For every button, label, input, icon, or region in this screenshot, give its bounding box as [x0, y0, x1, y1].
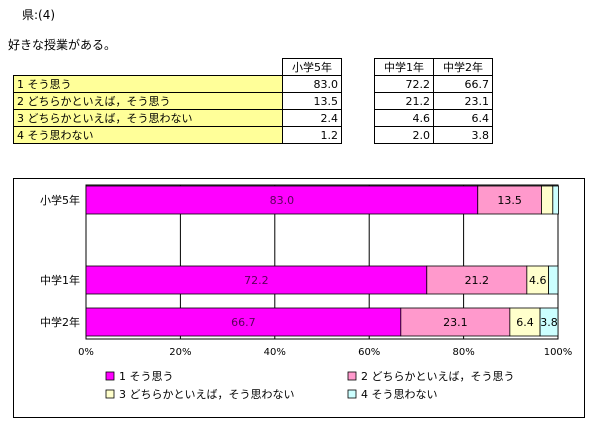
- x-tick-label: 100%: [544, 347, 573, 358]
- row-label: 4 そう思わない: [13, 126, 283, 144]
- data-label: 72.2: [244, 274, 269, 287]
- survey-question: 好きな授業がある。: [8, 38, 117, 52]
- legend-swatch: [347, 389, 357, 399]
- category-label: 中学2年: [40, 315, 80, 329]
- data-label: 4.6: [529, 274, 547, 287]
- bar-segment: [539, 307, 559, 337]
- data-label: 21.2: [465, 274, 490, 287]
- table-cell: 2.0: [374, 126, 434, 144]
- table-cell: 4.6: [374, 109, 434, 127]
- legend-label: 1 そう思う: [119, 370, 174, 383]
- table-cell: 83.0: [282, 75, 342, 93]
- row-label: 3 どちらかといえば，そう思わない: [13, 109, 283, 127]
- row-label: 1 そう思う: [13, 75, 283, 93]
- table-cell: 2.4: [282, 109, 342, 127]
- table-cell: 72.2: [374, 75, 434, 93]
- legend-swatch: [347, 371, 357, 381]
- data-table: 小学5年 中学1年 中学2年 1 そう思う 83.0 72.2 66.7 2 ど…: [13, 58, 493, 144]
- data-label: 6.4: [516, 316, 534, 329]
- table-header-row: 小学5年 中学1年 中学2年: [13, 58, 493, 76]
- data-label: 83.0: [270, 194, 295, 207]
- data-label: 23.1: [443, 316, 468, 329]
- x-tick-label: 20%: [169, 347, 191, 358]
- legend-label: 3 どちらかといえば，そう思わない: [119, 388, 295, 401]
- x-tick-label: 0%: [78, 347, 94, 358]
- category-label: 小学5年: [40, 193, 80, 207]
- bar-segment: [85, 307, 402, 337]
- table-corner: [13, 58, 283, 76]
- table-cell: 13.5: [282, 92, 342, 110]
- category-label: 中学1年: [40, 273, 80, 287]
- column-gap: [342, 110, 375, 127]
- column-gap: [342, 59, 375, 76]
- bar-segment: [85, 185, 479, 215]
- x-tick-label: 40%: [264, 347, 286, 358]
- column-header: 小学5年: [282, 58, 342, 76]
- chart-frame: 0% 20% 40% 60% 80% 100% 83.0 13.5 小学5年 72.2 21.2 4.…: [13, 178, 585, 418]
- data-label: 3.8: [540, 316, 558, 329]
- column-gap: [342, 127, 375, 144]
- stacked-bar-chart: 0% 20% 40% 60% 80% 100% 83.0 13.5 小学5年 72.2 21.2 4.…: [40, 184, 573, 401]
- column-header: 中学1年: [374, 58, 434, 76]
- data-label: 13.5: [497, 194, 522, 207]
- x-tick-label: 60%: [358, 347, 380, 358]
- table-cell: 66.7: [433, 75, 493, 93]
- table-cell: 6.4: [433, 109, 493, 127]
- row-label: 2 どちらかといえば，そう思う: [13, 92, 283, 110]
- column-gap: [342, 76, 375, 93]
- table-cell: 23.1: [433, 92, 493, 110]
- legend-swatch: [105, 371, 115, 381]
- table-cell: 1.2: [282, 126, 342, 144]
- bar-segment: [85, 265, 428, 295]
- table-row: 2 どちらかといえば，そう思う 13.5 21.2 23.1: [13, 92, 493, 110]
- bar-segment: [552, 185, 559, 215]
- bar-segment: [426, 265, 528, 295]
- bar-segment: [509, 307, 541, 337]
- plot-area: [85, 184, 559, 340]
- column-header: 中学2年: [433, 58, 493, 76]
- column-gap: [342, 93, 375, 110]
- data-label: 66.7: [231, 316, 256, 329]
- table-cell: 3.8: [433, 126, 493, 144]
- legend-swatch: [105, 389, 115, 399]
- table-cell: 21.2: [374, 92, 434, 110]
- table-row: 4 そう思わない 1.2 2.0 3.8: [13, 126, 493, 144]
- table-row: 1 そう思う 83.0 72.2 66.7: [13, 75, 493, 93]
- bar-segment: [400, 307, 511, 337]
- page-title: 県:(4): [22, 8, 56, 22]
- bar-segment: [548, 265, 559, 295]
- table-row: 3 どちらかといえば，そう思わない 2.4 4.6 6.4: [13, 109, 493, 127]
- bar-segment: [477, 185, 542, 215]
- legend-label: 2 どちらかといえば，そう思う: [361, 370, 515, 383]
- bar-segment: [541, 185, 554, 215]
- x-tick-label: 80%: [452, 347, 474, 358]
- legend-label: 4 そう思わない: [361, 388, 438, 401]
